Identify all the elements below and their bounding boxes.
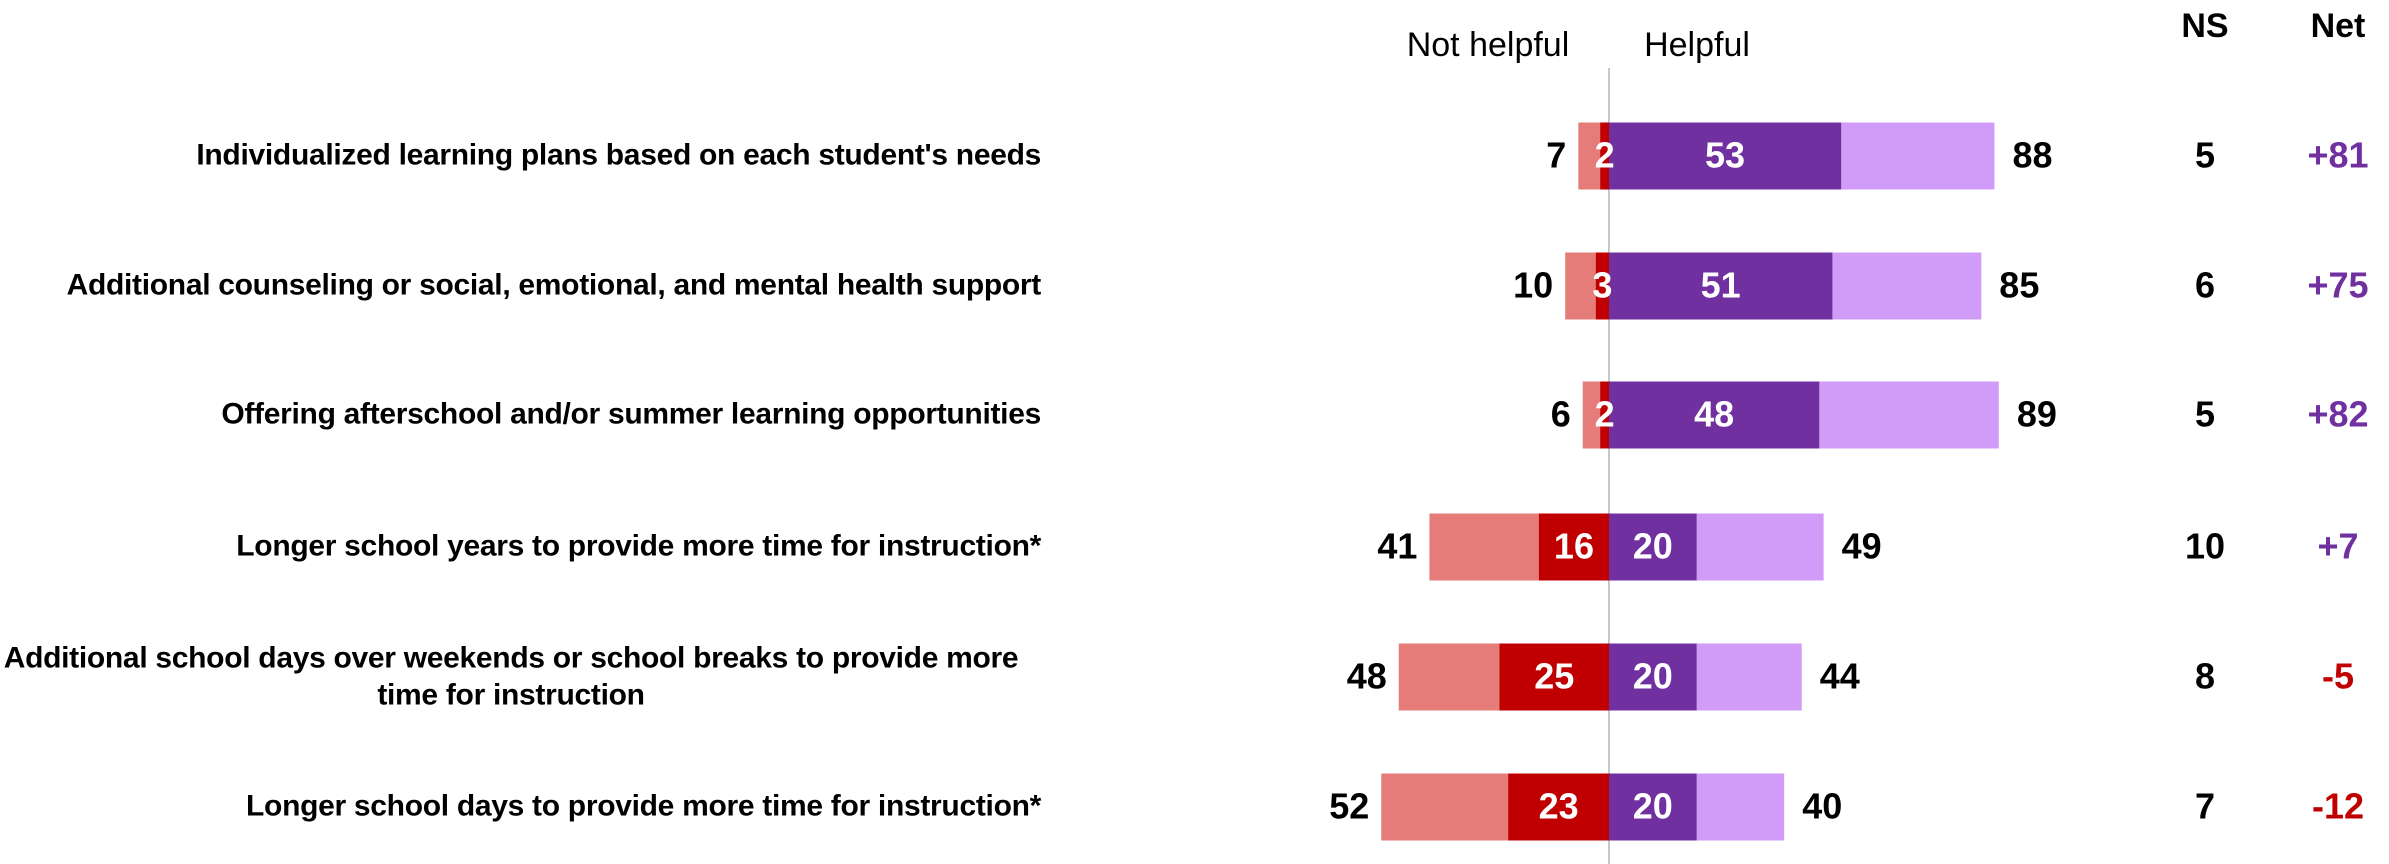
bar-helpful-strong (1609, 252, 1833, 320)
value-label: 52 (1329, 786, 1369, 827)
ns-value: 10 (2185, 526, 2225, 567)
bar-helpful-strong (1609, 513, 1697, 581)
header-not-helpful: Not helpful (1407, 26, 1570, 64)
value-label: 41 (1377, 526, 1417, 567)
category-label: Offering afterschool and/or summer learn… (221, 397, 1041, 431)
category-label-wrap: Additional counseling or social, emotion… (0, 268, 1042, 305)
value-label: 49 (1842, 526, 1882, 567)
category-label: Longer school days to provide more time … (246, 789, 1041, 823)
ns-value: 5 (2195, 394, 2215, 435)
value-label: 25 (1534, 656, 1574, 697)
value-label: 10 (1513, 265, 1553, 306)
value-label: 20 (1633, 786, 1673, 827)
bar-helpful-strong (1609, 381, 1820, 449)
ns-value: 7 (2195, 786, 2215, 827)
net-value: -12 (2312, 786, 2364, 827)
value-label: 48 (1347, 656, 1387, 697)
bar-not-helpful-strong (1600, 381, 1609, 449)
header-helpful: Helpful (1644, 26, 1750, 64)
bar-not-helpful-strong (1600, 122, 1609, 190)
net-value: -5 (2322, 656, 2354, 697)
value-label: 85 (1999, 265, 2039, 306)
value-label: 3 (1592, 265, 1612, 306)
net-value: +7 (2317, 526, 2358, 567)
value-label: 7 (1546, 135, 1566, 176)
value-label: 16 (1554, 526, 1594, 567)
value-label: 48 (1694, 394, 1734, 435)
value-label: 89 (2017, 394, 2057, 435)
value-label: 2 (1595, 394, 1615, 435)
value-label: 2 (1595, 135, 1615, 176)
header-ns: NS (2181, 7, 2228, 45)
category-label: Additional school days over weekends or … (3, 641, 1019, 711)
header-net: Net (2311, 7, 2366, 45)
net-value: +82 (2307, 394, 2368, 435)
value-label: 53 (1705, 135, 1745, 176)
net-value: +75 (2307, 265, 2368, 306)
ns-value: 6 (2195, 265, 2215, 306)
value-label: 23 (1539, 786, 1579, 827)
bar-not-helpful-strong (1508, 773, 1609, 841)
value-label: 20 (1633, 656, 1673, 697)
value-label: 44 (1820, 656, 1860, 697)
value-label: 6 (1551, 394, 1571, 435)
category-label: Individualized learning plans based on e… (196, 138, 1041, 172)
category-label-wrap: Individualized learning plans based on e… (0, 138, 1041, 175)
category-label-wrap: Longer school years to provide more time… (0, 529, 1041, 566)
bar-not-helpful-strong (1595, 252, 1609, 320)
ns-value: 8 (2195, 656, 2215, 697)
value-label: 40 (1802, 786, 1842, 827)
bar-not-helpful-strong (1499, 643, 1609, 711)
value-label: 20 (1633, 526, 1673, 567)
category-label: Longer school years to provide more time… (236, 529, 1041, 563)
ns-value: 5 (2195, 135, 2215, 176)
value-label: 51 (1701, 265, 1741, 306)
category-label-wrap: Longer school days to provide more time … (0, 789, 1041, 826)
category-label-wrap: Offering afterschool and/or summer learn… (0, 397, 1041, 434)
category-label: Additional counseling or social, emotion… (66, 268, 1042, 302)
bar-helpful-strong (1609, 643, 1697, 711)
bar-helpful-strong (1609, 122, 1842, 190)
bar-not-helpful-strong (1538, 513, 1609, 581)
bar-helpful-strong (1609, 773, 1697, 841)
value-label: 88 (2012, 135, 2052, 176)
category-label-wrap: Additional school days over weekends or … (0, 640, 1041, 713)
net-value: +81 (2307, 135, 2368, 176)
